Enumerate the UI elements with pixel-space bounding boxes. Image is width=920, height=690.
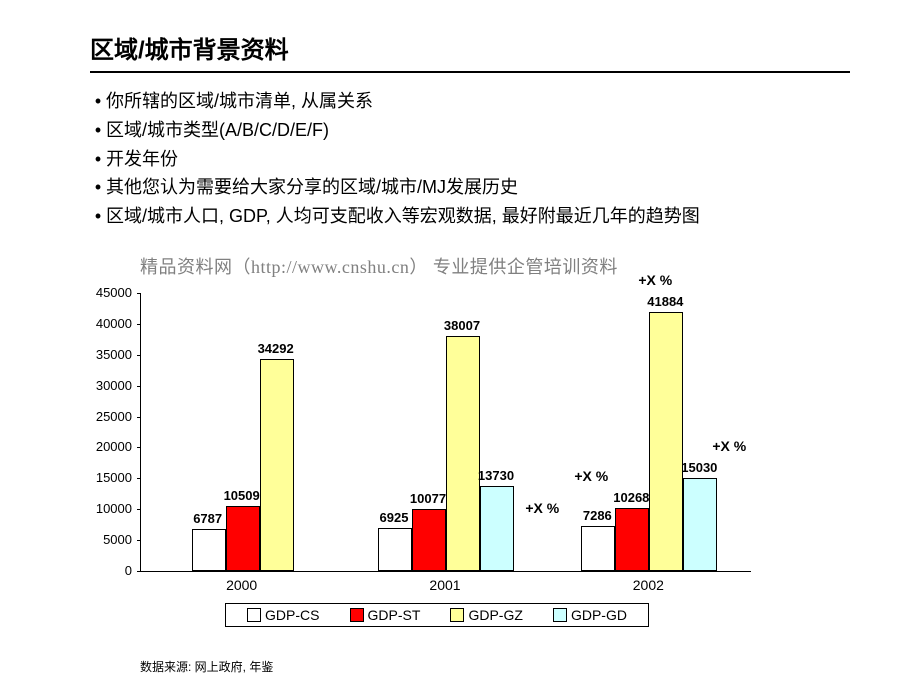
y-tick-label: 5000 <box>70 532 132 547</box>
legend-swatch <box>553 608 567 622</box>
bar-value-label: 10509 <box>217 488 267 503</box>
bullet-text: 你所辖的区域/城市清单, 从属关系 <box>106 87 373 116</box>
bullet-text: 区域/城市类型(A/B/C/D/E/F) <box>106 116 329 145</box>
bar <box>378 528 412 571</box>
plot-area <box>140 293 751 572</box>
bar-value-label: 6787 <box>183 511 233 526</box>
y-tick-label: 0 <box>70 563 132 578</box>
bar <box>260 359 294 571</box>
bar <box>192 529 226 571</box>
bullet-dot: • <box>90 87 106 116</box>
bullet-list: •你所辖的区域/城市清单, 从属关系 •区域/城市类型(A/B/C/D/E/F)… <box>90 87 850 231</box>
bar-value-label: 41884 <box>640 294 690 309</box>
bar-value-label: 15030 <box>674 460 724 475</box>
gdp-bar-chart: 单位: 元 GDP-CS GDP-ST GDP-GZ GDP-GD 050001… <box>70 285 760 625</box>
list-item: •开发年份 <box>90 145 850 174</box>
watermark-text: 精品资料网（http://www.cnshu.cn） 专业提供企管培训资料 <box>140 253 618 279</box>
bar-value-label: 10077 <box>403 491 453 506</box>
legend-item: GDP-ST <box>350 607 421 623</box>
legend-item: GDP-GD <box>553 607 627 623</box>
growth-label: +X % <box>574 468 608 484</box>
bar <box>446 336 480 571</box>
y-tick-label: 10000 <box>70 501 132 516</box>
list-item: •区域/城市人口, GDP, 人均可支配收入等宏观数据, 最好附最近几年的趋势图 <box>90 202 850 231</box>
bar <box>649 312 683 571</box>
list-item: •区域/城市类型(A/B/C/D/E/F) <box>90 116 850 145</box>
chart-legend: GDP-CS GDP-ST GDP-GZ GDP-GD <box>225 603 649 627</box>
y-tick-label: 35000 <box>70 347 132 362</box>
bar-value-label: 6925 <box>369 510 419 525</box>
legend-label: GDP-CS <box>265 607 319 623</box>
bar <box>581 526 615 571</box>
bullet-dot: • <box>90 145 106 174</box>
y-tick-label: 20000 <box>70 439 132 454</box>
legend-swatch <box>247 608 261 622</box>
legend-item: GDP-CS <box>247 607 319 623</box>
growth-label: +X % <box>712 438 746 454</box>
bullet-dot: • <box>90 173 106 202</box>
slide-title: 区域/城市背景资料 <box>90 30 850 73</box>
x-tick-label: 2002 <box>578 577 718 593</box>
slide: 区域/城市背景资料 •你所辖的区域/城市清单, 从属关系 •区域/城市类型(A/… <box>0 0 920 690</box>
y-tick-label: 30000 <box>70 378 132 393</box>
bullet-dot: • <box>90 202 106 231</box>
growth-label: +X % <box>525 500 559 516</box>
source-note: 数据来源: 网上政府, 年鉴 <box>140 658 273 675</box>
bar-value-label: 7286 <box>572 508 622 523</box>
bar-value-label: 13730 <box>471 468 521 483</box>
x-tick-label: 2000 <box>172 577 312 593</box>
legend-swatch <box>450 608 464 622</box>
x-tick-label: 2001 <box>375 577 515 593</box>
y-tick-label: 45000 <box>70 285 132 300</box>
bullet-text: 区域/城市人口, GDP, 人均可支配收入等宏观数据, 最好附最近几年的趋势图 <box>106 202 700 231</box>
bar-value-label: 34292 <box>251 341 301 356</box>
y-tick-label: 40000 <box>70 316 132 331</box>
bullet-dot: • <box>90 116 106 145</box>
y-tick-label: 15000 <box>70 470 132 485</box>
legend-label: GDP-GZ <box>468 607 522 623</box>
legend-label: GDP-ST <box>368 607 421 623</box>
legend-item: GDP-GZ <box>450 607 522 623</box>
bullet-text: 开发年份 <box>106 145 178 174</box>
bar <box>683 478 717 571</box>
legend-label: GDP-GD <box>571 607 627 623</box>
list-item: •其他您认为需要给大家分享的区域/城市/MJ发展历史 <box>90 173 850 202</box>
bullet-text: 其他您认为需要给大家分享的区域/城市/MJ发展历史 <box>106 173 518 202</box>
legend-swatch <box>350 608 364 622</box>
y-tick-label: 25000 <box>70 409 132 424</box>
list-item: •你所辖的区域/城市清单, 从属关系 <box>90 87 850 116</box>
bar-value-label: 10268 <box>606 490 656 505</box>
bar-value-label: 38007 <box>437 318 487 333</box>
growth-label: +X % <box>638 272 672 288</box>
bar <box>480 486 514 571</box>
